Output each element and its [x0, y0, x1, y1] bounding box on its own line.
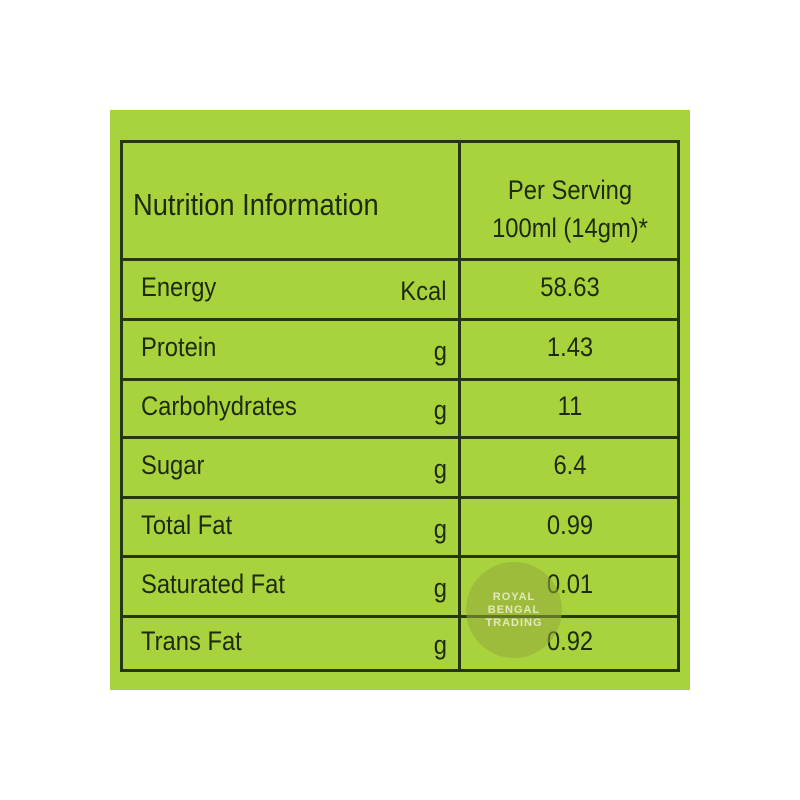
nutrient-value: 6.4: [553, 450, 587, 480]
row-divider: [123, 496, 677, 499]
table-title: Nutrition Information: [133, 187, 379, 222]
row-divider: [123, 378, 677, 381]
nutrient-name: Protein: [141, 332, 217, 362]
nutrient-name: Energy: [141, 272, 217, 302]
watermark-text: TRADING: [485, 616, 543, 629]
nutrition-table: Nutrition Information Per Serving 100ml …: [120, 140, 680, 672]
nutrient-unit: g: [433, 630, 447, 660]
nutrient-unit: g: [433, 513, 447, 544]
nutrient-name: Saturated Fat: [141, 569, 285, 599]
nutrient-unit: g: [433, 454, 447, 484]
watermark: ROYAL BENGAL TRADING: [466, 562, 562, 658]
serving-line: Per Serving: [507, 175, 633, 205]
nutrient-value: 1.43: [546, 332, 594, 362]
nutrient-name: Total Fat: [141, 509, 233, 540]
row-divider: [123, 318, 677, 321]
serving-line: 100ml (14gm)*: [492, 213, 648, 243]
nutrient-name: Trans Fat: [141, 626, 242, 656]
nutrient-value: 58.63: [540, 272, 600, 302]
nutrient-value: 11: [557, 391, 583, 421]
nutrient-unit: Kcal: [400, 276, 447, 306]
column-divider: [458, 143, 461, 669]
nutrient-value: 0.99: [546, 509, 594, 540]
row-divider: [123, 615, 677, 618]
nutrient-unit: g: [433, 573, 447, 603]
nutrient-name: Sugar: [141, 450, 205, 480]
watermark-text: BENGAL: [487, 603, 541, 616]
row-divider: [123, 258, 677, 261]
nutrient-unit: g: [433, 336, 447, 366]
label-background: [110, 110, 690, 690]
watermark-text: ROYAL: [492, 590, 536, 603]
nutrient-unit: g: [433, 395, 447, 425]
row-divider: [123, 436, 677, 439]
row-divider: [123, 555, 677, 558]
nutrient-name: Carbohydrates: [141, 391, 297, 421]
